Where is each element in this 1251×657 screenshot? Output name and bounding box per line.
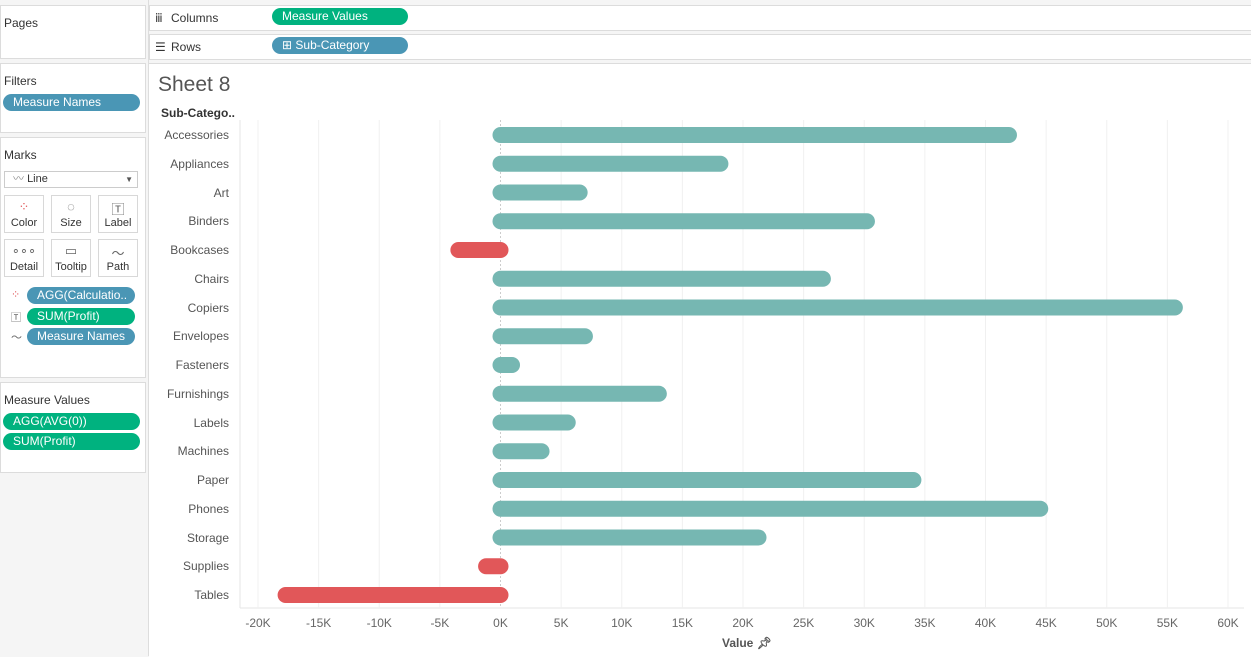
pages-card: Pages: [0, 5, 146, 59]
detail-label: Detail: [9, 261, 39, 273]
label-icon: 🅃: [11, 313, 21, 324]
label-icon: 🅃: [111, 202, 125, 217]
path-label: Path: [106, 261, 130, 273]
x-tick-label: 25K: [792, 616, 815, 630]
row-label: Appliances: [170, 156, 229, 171]
axis-title: Value 📌︎: [722, 636, 772, 650]
x-tick-label: -10K: [366, 616, 392, 630]
row-label: Bookcases: [170, 243, 229, 257]
size-button[interactable]: ◌ Size: [51, 195, 91, 233]
rows-label: Rows: [171, 40, 202, 54]
mark-type-dropdown[interactable]: 〰 Line ▼: [4, 171, 138, 188]
measure-value-pill-agg[interactable]: AGG(AVG(0)): [3, 413, 140, 430]
filters-card: Filters Measure Names: [0, 63, 146, 133]
columns-shelf[interactable]: ⅲ Columns Measure Values: [149, 5, 1251, 31]
pin-icon: 📌︎: [756, 636, 772, 650]
detail-icon: ∘∘∘: [11, 243, 37, 258]
row-label: Furnishings: [166, 386, 229, 401]
row-label: Copiers: [187, 300, 229, 315]
path-icon: 〜: [111, 246, 125, 261]
detail-button[interactable]: ∘∘∘ Detail: [4, 239, 44, 277]
x-tick-label: 0K: [493, 616, 508, 630]
x-tick-label: 15K: [671, 616, 694, 630]
color-icon: ⁘: [18, 199, 30, 214]
row-label: Binders: [188, 214, 229, 229]
row-label: Phones: [188, 501, 229, 516]
tooltip-label: Tooltip: [55, 261, 87, 273]
x-tick-label: 30K: [853, 616, 875, 630]
x-tick-label: -5K: [430, 616, 450, 630]
row-header: Sub-Catego..: [161, 106, 235, 120]
x-tick-label: 35K: [914, 616, 936, 630]
mark-type-label: Line: [27, 173, 48, 185]
color-label: Color: [10, 217, 38, 229]
columns-pill-measure-values[interactable]: Measure Values: [272, 8, 408, 25]
row-label: Paper: [196, 473, 229, 487]
row-label: Art: [213, 185, 229, 200]
row-label: Fasteners: [175, 358, 229, 372]
expand-icon: ⊞: [282, 38, 296, 52]
marks-card: Marks 〰 Line ▼ ⁘ Color ◌ Size 🅃 Label ∘∘∘ De…: [0, 137, 146, 378]
x-tick-label: -15K: [305, 616, 332, 630]
tooltip-button[interactable]: ▭ Tooltip: [51, 239, 91, 277]
pages-title: Pages: [4, 16, 39, 30]
rows-shelf[interactable]: ☰ Rows ⊞ Sub-Category: [149, 34, 1251, 60]
label-button[interactable]: 🅃 Label: [98, 195, 138, 233]
x-tick-label: 50K: [1096, 616, 1118, 630]
filters-title: Filters: [4, 74, 37, 88]
marks-pill-measure-names[interactable]: Measure Names: [27, 328, 135, 345]
row-label: Accessories: [164, 128, 229, 142]
row-label: Storage: [186, 530, 229, 545]
row-label: Labels: [193, 415, 229, 430]
line-icon: 〰: [13, 173, 24, 185]
x-tick-label: 55K: [1156, 616, 1179, 630]
row-label: Tables: [194, 588, 229, 602]
x-tick-label: -20K: [245, 616, 271, 630]
measure-values-title: Measure Values: [4, 393, 90, 407]
color-button[interactable]: ⁘ Color: [4, 195, 44, 233]
size-icon: ◌: [67, 199, 75, 214]
x-tick-label: 20K: [732, 616, 754, 630]
rows-pill-sub-category[interactable]: ⊞ Sub-Category: [272, 37, 408, 54]
label-label: Label: [104, 217, 132, 229]
axis-title-text: Value: [722, 636, 754, 650]
x-tick-label: 40K: [974, 616, 997, 630]
left-panel-divider: [148, 0, 149, 656]
marks-pill-calculation[interactable]: AGG(Calculatio..: [27, 287, 135, 304]
color-icon: ⁘: [11, 289, 21, 301]
row-label: Machines: [177, 444, 229, 459]
x-tick-label: 10K: [611, 616, 633, 630]
x-tick-label: 45K: [1035, 616, 1057, 630]
measure-values-card: Measure Values AGG(AVG(0)) SUM(Profit): [0, 382, 146, 473]
rows-pill-label: Sub-Category: [295, 38, 370, 52]
row-label: Chairs: [194, 271, 229, 286]
path-icon: 〜: [11, 332, 22, 344]
measure-value-pill-sum-profit[interactable]: SUM(Profit): [3, 433, 140, 450]
x-tick-label: 5K: [553, 616, 569, 630]
marks-pill-sum-profit[interactable]: SUM(Profit): [27, 308, 135, 325]
row-label: Supplies: [182, 559, 229, 574]
tooltip-icon: ▭: [64, 243, 78, 258]
size-label: Size: [60, 217, 82, 229]
rows-icon: ☰: [155, 40, 166, 54]
sheet-title: Sheet 8: [158, 73, 231, 96]
row-label: Envelopes: [172, 329, 229, 344]
columns-icon: ⅲ: [155, 11, 163, 25]
path-button[interactable]: 〜 Path: [98, 239, 138, 277]
chevron-down-icon: ▼: [125, 175, 133, 184]
filter-pill-measure-names[interactable]: Measure Names: [3, 94, 140, 111]
columns-label: Columns: [171, 11, 219, 25]
marks-title: Marks: [4, 148, 37, 162]
x-tick-label: 60K: [1217, 616, 1239, 630]
